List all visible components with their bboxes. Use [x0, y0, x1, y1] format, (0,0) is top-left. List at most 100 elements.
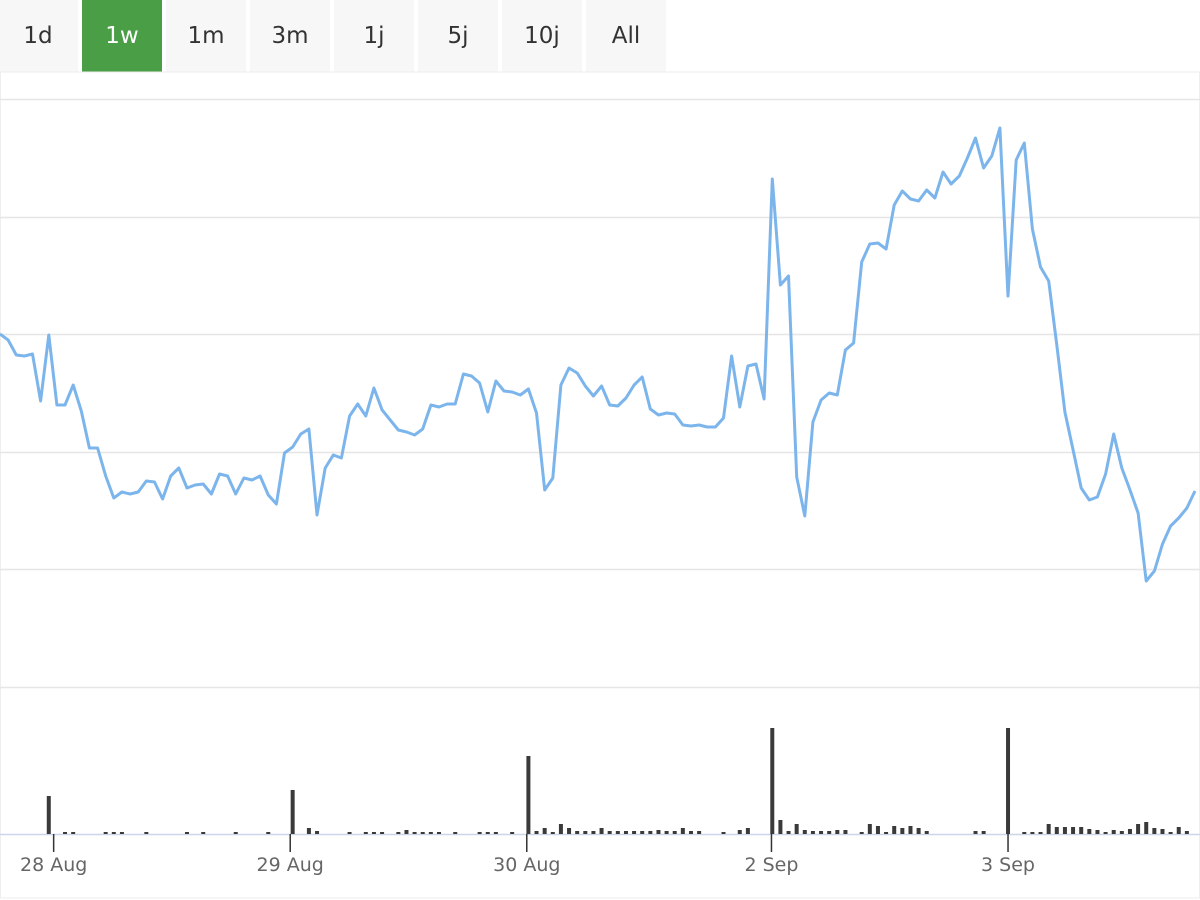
volume-bar: [908, 826, 913, 834]
volume-bar: [306, 828, 311, 834]
volume-bar: [802, 830, 807, 834]
volume-bar: [567, 828, 572, 834]
volume-bar: [680, 828, 685, 834]
volume-bar: [924, 831, 929, 834]
volume-bar: [1095, 830, 1100, 834]
volume-bar: [623, 831, 628, 834]
range-button[interactable]: All: [586, 0, 666, 72]
volume-bar: [884, 832, 889, 834]
x-tick-label: 28 Aug: [20, 854, 87, 876]
volume-bar: [428, 832, 433, 834]
range-button[interactable]: 1w: [82, 0, 162, 72]
volume-bar: [1062, 827, 1067, 834]
volume-bar: [1006, 728, 1011, 834]
volume-bar: [266, 832, 271, 834]
volume-bar: [1111, 830, 1116, 834]
volume-bar: [656, 830, 661, 834]
volume-bar: [835, 830, 840, 834]
volume-bar: [1030, 832, 1035, 834]
volume-bar: [144, 832, 149, 834]
volume-bar: [1046, 824, 1051, 834]
volume-bar: [542, 828, 547, 834]
volume-bar: [827, 831, 832, 834]
volume-bar: [981, 831, 986, 834]
volume-bar: [201, 832, 206, 834]
volume-bar: [1176, 827, 1181, 834]
range-button[interactable]: 5j: [418, 0, 498, 72]
volume-bar: [810, 831, 815, 834]
volume-bar: [875, 826, 880, 834]
volume-bar: [607, 831, 612, 834]
volume-bar: [63, 832, 68, 834]
volume-bar: [404, 830, 409, 834]
volume-bar: [290, 790, 295, 834]
volume-bar: [591, 831, 596, 834]
volume-bar: [1038, 832, 1043, 834]
volume-bar: [1136, 824, 1141, 834]
volume-bar: [697, 831, 702, 834]
range-button[interactable]: 1m: [166, 0, 246, 72]
volume-bar: [71, 832, 76, 834]
volume-bar: [916, 828, 921, 834]
volume-bar: [1022, 832, 1027, 834]
volume-bar: [575, 831, 580, 834]
volume-bar: [900, 828, 905, 834]
volume-bar: [363, 832, 368, 834]
volume-bar: [1119, 831, 1124, 834]
volume-bar: [493, 832, 498, 834]
volume-bar: [558, 824, 563, 834]
volume-bar: [1103, 832, 1108, 834]
volume-bar: [396, 832, 401, 834]
volume-bar: [534, 831, 539, 834]
range-button[interactable]: 3m: [250, 0, 330, 72]
volume-bar: [632, 831, 637, 834]
x-tick-label: 29 Aug: [257, 854, 324, 876]
volume-bar: [778, 820, 783, 834]
x-tick-label: 3 Sep: [981, 854, 1035, 876]
volume-bar: [770, 728, 775, 834]
volume-bar: [721, 832, 726, 834]
volume-bar: [184, 832, 189, 834]
volume-bar: [1160, 829, 1165, 834]
volume-bar: [599, 828, 604, 834]
volume-bar: [640, 831, 645, 834]
x-tick-label: 2 Sep: [744, 854, 798, 876]
volume-bar: [485, 832, 490, 834]
x-tick-label: 30 Aug: [493, 854, 560, 876]
range-button[interactable]: 1d: [0, 0, 78, 72]
volume-bar: [1054, 827, 1059, 834]
volume-bar: [672, 831, 677, 834]
volume-bar: [648, 831, 653, 834]
volume-bar: [526, 756, 531, 834]
volume-bar: [420, 832, 425, 834]
chart-border: [0, 71, 1200, 899]
range-button[interactable]: 1j: [334, 0, 414, 72]
volume-bar: [412, 832, 417, 834]
volume-bar: [583, 831, 588, 834]
volume-bar: [233, 832, 238, 834]
volume-bar: [1168, 832, 1173, 834]
volume-bar: [477, 832, 482, 834]
volume-bar: [1152, 828, 1157, 834]
volume-bar: [688, 831, 693, 834]
volume-bar: [1184, 831, 1189, 834]
price-line: [0, 126, 1197, 583]
volume-bar: [1071, 827, 1076, 834]
volume-bar: [103, 832, 108, 834]
volume-bar: [843, 830, 848, 834]
volume-bar: [867, 824, 872, 834]
volume-bar: [111, 832, 116, 834]
volume-bar: [550, 832, 555, 834]
volume-bar: [347, 832, 352, 834]
range-button[interactable]: 10j: [502, 0, 582, 72]
volume-bar: [819, 831, 824, 834]
volume-bar: [786, 831, 791, 834]
volume-bar: [1144, 822, 1149, 834]
volume-bar: [1127, 829, 1132, 834]
volume-bar: [615, 831, 620, 834]
volume-bar: [745, 828, 750, 834]
volume-bar: [973, 831, 978, 834]
volume-bar: [892, 826, 897, 834]
